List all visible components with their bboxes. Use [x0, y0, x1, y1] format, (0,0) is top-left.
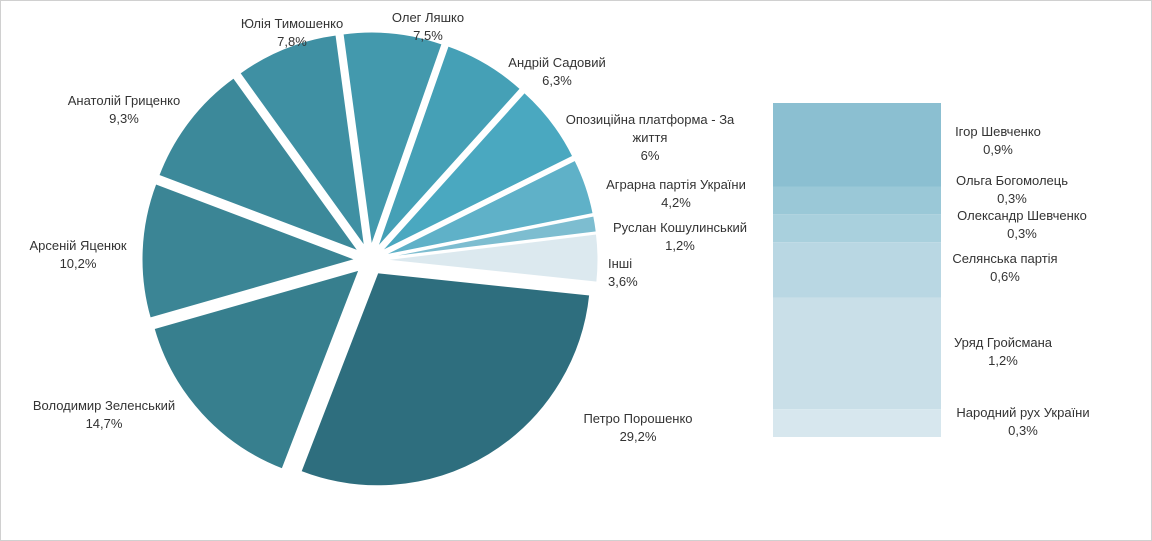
bar-segment-народний-рух-україни [773, 409, 941, 437]
bar-segment-ольга-богомолець-label: Ольга Богомолець 0,3% [956, 173, 1068, 206]
pie-slice-аграрна-партія-україни [383, 159, 594, 256]
breakdown-bar [773, 103, 941, 437]
bar-segment-ігор-шевченко-label: Ігор Шевченко 0,9% [955, 124, 1041, 157]
pie-slice-юлія-тимошенко-label: Юлія Тимошенко 7,8% [241, 16, 343, 49]
bar-segment-олександр-шевченко-label: Олександр Шевченко 0,3% [957, 208, 1087, 241]
pie-slice-інші-label: Інші 3,6% [608, 256, 638, 289]
pie-slice-інші [384, 233, 599, 283]
pie-slice-анатолій-гриценко-label: Анатолій Гриценко 9,3% [68, 93, 180, 126]
pie-slice-олег-ляшко [342, 31, 443, 246]
pie-slice-юлія-тимошенко [239, 34, 365, 247]
bar-segment-народний-рух-україни-label: Народний рух України 0,3% [956, 405, 1089, 438]
pie-slice-анатолій-гриценко [158, 77, 360, 252]
pie-slice-андрій-садовий [377, 45, 521, 248]
data-labels: Петро Порошенко 29,2% Володимир Зеленський… [29, 10, 1089, 444]
bar-segment-селянська-партія [773, 242, 941, 298]
pie-slice-петро-порошенко [300, 272, 591, 487]
bar-segment-ігор-шевченко [773, 103, 941, 187]
pie-slice-опозиційна-платформа-за-життя-label: Опозиційна платформа - За життя 6% [566, 112, 735, 163]
pie-slice-опозиційна-платформа-за-життя [381, 91, 574, 252]
pie-slice-арсеній-яценюк-label: Арсеній Яценюк 10,2% [29, 238, 126, 271]
pie-slice-олег-ляшко-label: Олег Ляшко 7,5% [392, 10, 464, 43]
pie-slice-володимир-зеленський-label: Володимир Зеленський 14,7% [33, 398, 175, 431]
bar-segment-ольга-богомолець [773, 186, 941, 215]
bar-segment-уряд-гройсмана [773, 297, 941, 410]
bar-segment-селянська-партія-label: Селянська партія 0,6% [952, 251, 1057, 284]
bar-segment-олександр-шевченко [773, 214, 941, 243]
pie-slice-петро-порошенко-label: Петро Порошенко 29,2% [583, 411, 692, 444]
pie-slice-володимир-зеленський [153, 269, 360, 470]
pie-slice-руслан-кошулинський [384, 215, 597, 259]
pie-slice-руслан-кошулинський-label: Руслан Кошулинський 1,2% [613, 220, 747, 253]
pie-slice-андрій-садовий-label: Андрій Садовий 6,3% [508, 55, 605, 88]
pie-slices [141, 31, 599, 487]
pie-slice-аграрна-партія-україни-label: Аграрна партія України 4,2% [606, 177, 746, 210]
pie-slice-арсеній-яценюк [141, 183, 357, 319]
bar-segment-уряд-гройсмана-label: Уряд Гройсмана 1,2% [954, 335, 1053, 368]
